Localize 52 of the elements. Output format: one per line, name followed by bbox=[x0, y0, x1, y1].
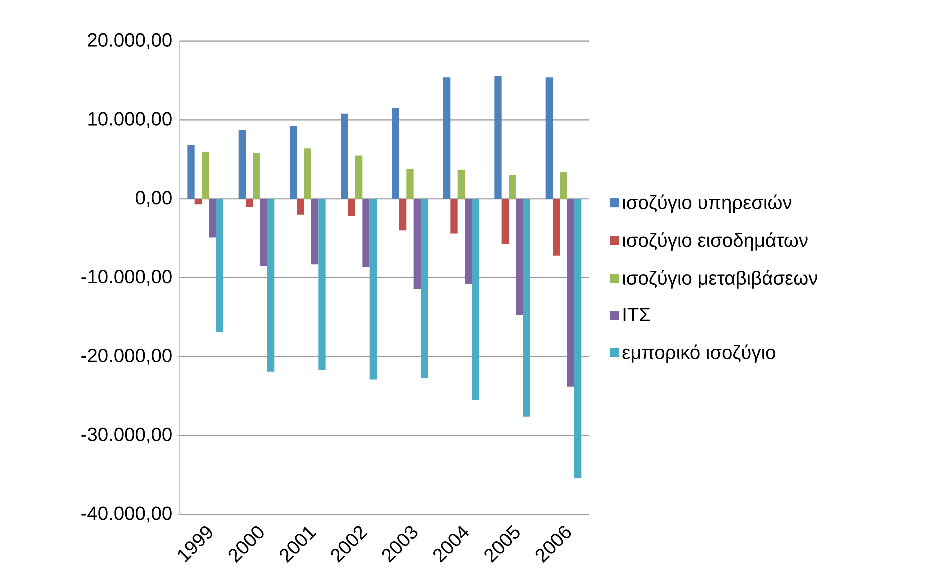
bar bbox=[356, 156, 363, 200]
y-tick-label: -30.000,00 bbox=[82, 428, 172, 444]
bar bbox=[260, 199, 268, 266]
bar bbox=[341, 114, 348, 200]
bar bbox=[202, 152, 210, 200]
bar bbox=[362, 199, 370, 267]
y-tick-label: 20.000,00 bbox=[88, 33, 172, 50]
bar bbox=[392, 108, 400, 200]
bar bbox=[267, 199, 275, 372]
bar bbox=[494, 76, 502, 200]
bar bbox=[567, 199, 574, 387]
bar bbox=[238, 130, 246, 200]
legend-label: ισοζύγιο εισοδημάτων bbox=[623, 232, 808, 252]
bar bbox=[546, 78, 553, 200]
bar bbox=[400, 199, 407, 231]
bar bbox=[414, 199, 421, 290]
bar bbox=[297, 199, 304, 215]
bar bbox=[444, 78, 451, 200]
bar bbox=[304, 148, 312, 200]
bar bbox=[290, 126, 298, 200]
legend-label: ισοζύγιο υπηρεσιών bbox=[623, 194, 792, 214]
bar bbox=[574, 199, 582, 478]
bar bbox=[502, 199, 509, 244]
bar bbox=[348, 199, 356, 216]
legend-label: ΙΤΣ bbox=[624, 308, 650, 322]
bar bbox=[216, 199, 224, 332]
bar bbox=[406, 169, 414, 200]
bar bbox=[318, 199, 326, 370]
legend-label: ισοζύγιο μεταβιβάσεων bbox=[623, 270, 818, 289]
bar bbox=[370, 199, 377, 380]
bar bbox=[508, 175, 516, 200]
y-tick-label: -20.000,00 bbox=[82, 348, 172, 365]
bar bbox=[194, 199, 202, 205]
legend-label: εμπορικό ισοζύγιο bbox=[622, 344, 776, 364]
bar bbox=[472, 199, 480, 400]
bar bbox=[209, 199, 216, 238]
bar bbox=[420, 199, 428, 378]
y-tick-label: -10.000,00 bbox=[82, 270, 172, 286]
bar bbox=[516, 199, 524, 316]
bar bbox=[523, 199, 530, 417]
bar bbox=[450, 199, 458, 234]
y-tick-label: 10.000,00 bbox=[88, 112, 172, 128]
bar bbox=[464, 199, 472, 284]
y-tick-label: 0,00 bbox=[136, 191, 172, 208]
bar bbox=[553, 199, 560, 256]
bar bbox=[253, 153, 260, 200]
y-tick-label: -40.000,00 bbox=[82, 506, 172, 523]
bar bbox=[312, 199, 319, 265]
bar bbox=[458, 170, 465, 200]
bar bbox=[560, 172, 568, 200]
bar bbox=[246, 199, 254, 207]
bar bbox=[188, 145, 195, 200]
